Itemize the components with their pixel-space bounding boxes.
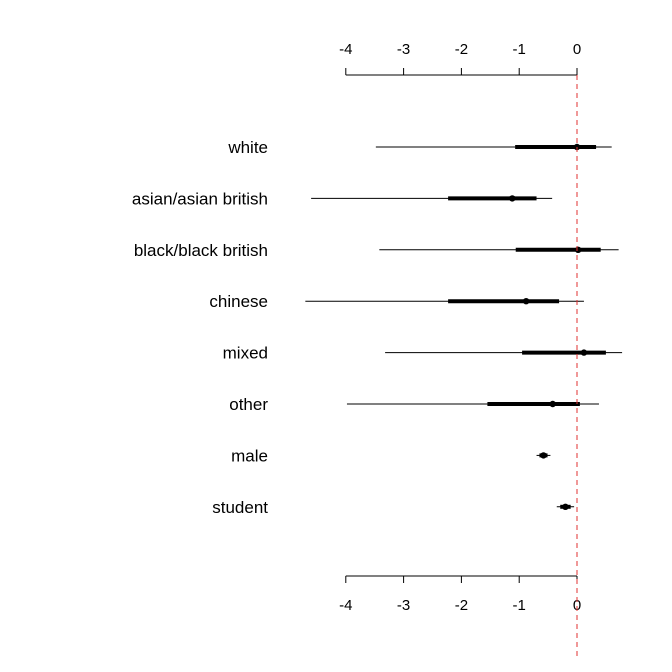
coef-row: chinese	[209, 292, 584, 311]
term-label: white	[227, 138, 268, 157]
bottom-axis-tick-label: 0	[573, 597, 581, 614]
bottom-axis-tick-label: -2	[455, 597, 468, 614]
bottom-axis-tick-label: -3	[397, 597, 410, 614]
bottom-axis-tick-label: -1	[513, 597, 526, 614]
term-label: other	[229, 395, 268, 414]
coef-row: student	[212, 498, 575, 517]
point-estimate	[574, 246, 582, 253]
point-estimate	[522, 298, 530, 305]
point-estimate	[540, 452, 547, 459]
point-estimate	[580, 349, 588, 356]
top-axis: -4 -3 -2 -1 0	[339, 41, 581, 76]
top-axis-tick-label: -3	[397, 41, 410, 58]
term-label: mixed	[223, 344, 268, 363]
coefficient-rows: white asian/asian british black/black brit…	[132, 138, 623, 517]
term-label: male	[231, 446, 268, 465]
top-axis-tick-label: 0	[573, 41, 581, 58]
top-axis-tick-label: -4	[339, 41, 352, 58]
point-estimate	[562, 503, 569, 510]
bottom-axis: -4 -3 -2 -1 0	[339, 575, 581, 614]
bottom-axis-tick-label: -4	[339, 597, 352, 614]
term-label: chinese	[209, 292, 268, 311]
coef-row: asian/asian british	[132, 189, 553, 208]
coef-row: black/black british	[134, 241, 619, 260]
top-axis-tick-label: -1	[513, 41, 526, 58]
coef-row: white	[227, 138, 612, 157]
top-axis-tick-label: -2	[455, 41, 468, 58]
coef-row: other	[229, 395, 599, 414]
point-estimate	[549, 400, 556, 408]
coef-row: male	[231, 446, 551, 465]
term-label: student	[212, 498, 268, 517]
point-estimate	[509, 195, 516, 202]
term-label: black/black british	[134, 241, 268, 260]
term-label: asian/asian british	[132, 189, 268, 208]
coef-row: mixed	[223, 344, 623, 363]
